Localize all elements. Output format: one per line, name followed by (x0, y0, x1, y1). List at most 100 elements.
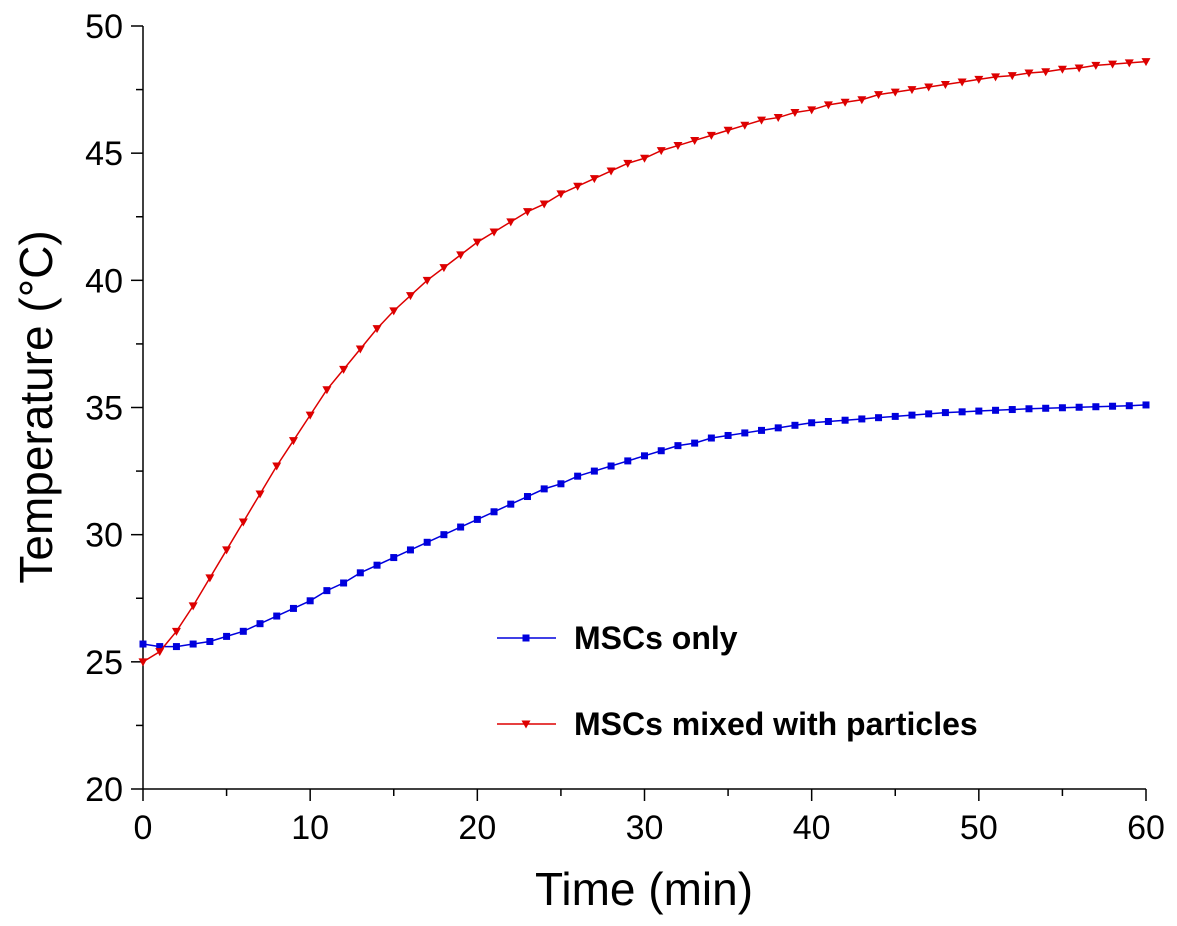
data-point (557, 480, 565, 488)
data-point (808, 419, 816, 427)
data-point (172, 643, 180, 651)
data-point (606, 167, 616, 176)
data-point (540, 485, 548, 493)
data-point (1075, 403, 1083, 411)
x-tick-label: 10 (291, 809, 329, 847)
data-point (774, 424, 782, 432)
y-tick-label: 25 (85, 644, 123, 682)
data-point (255, 490, 265, 499)
data-point (908, 411, 916, 419)
axes: 0 10 20 30 40 50 60 20 25 30 35 40 45 50 (85, 8, 1165, 847)
data-point (790, 108, 800, 117)
series-1 (138, 58, 1151, 667)
data-point (340, 579, 348, 587)
data-point (640, 154, 649, 163)
data-point (858, 415, 866, 423)
data-point (706, 131, 716, 140)
data-point (373, 561, 381, 569)
data-point (607, 462, 615, 470)
data-point (641, 452, 648, 460)
data-point (472, 238, 482, 247)
data-point (624, 457, 632, 465)
data-point (1057, 65, 1067, 74)
x-tick-label: 60 (1127, 809, 1165, 847)
data-point (422, 276, 432, 285)
data-point (222, 546, 232, 555)
data-point (273, 612, 281, 620)
data-point (657, 447, 665, 455)
data-point (289, 604, 297, 612)
data-point (390, 554, 398, 562)
data-point (457, 523, 465, 531)
data-point (1141, 58, 1151, 67)
data-point (874, 91, 884, 100)
data-point (539, 200, 549, 209)
data-point (757, 116, 767, 125)
data-point (992, 406, 1000, 414)
data-point (958, 408, 966, 416)
data-point (824, 417, 832, 425)
y-tick-label: 35 (85, 390, 123, 428)
data-point (155, 648, 165, 657)
data-point (1124, 59, 1134, 68)
series-layer (138, 58, 1151, 667)
y-tick-label: 20 (85, 771, 123, 809)
data-point (355, 345, 365, 354)
data-point (758, 426, 766, 434)
data-point (957, 78, 967, 87)
y-tick-label: 30 (85, 517, 123, 555)
data-point (389, 307, 399, 316)
series-line (142, 60, 1147, 663)
data-point (356, 569, 364, 577)
data-point (323, 587, 331, 595)
y-tick-label: 50 (85, 8, 123, 46)
data-point (206, 637, 214, 645)
data-point (223, 632, 231, 640)
data-point (473, 515, 481, 523)
data-point (288, 437, 298, 446)
data-point (439, 264, 449, 273)
data-point (891, 412, 899, 420)
data-point (171, 627, 181, 636)
data-point (907, 86, 917, 95)
data-point (740, 121, 750, 130)
data-point (1008, 406, 1016, 414)
data-point (1024, 69, 1034, 78)
data-point (322, 386, 332, 395)
data-point (773, 114, 783, 123)
data-point (707, 434, 715, 442)
data-point (156, 643, 164, 651)
data-point (406, 546, 414, 554)
data-point (188, 602, 198, 611)
y-tick-label: 45 (85, 135, 123, 173)
legend-label: MSCs mixed with particles (574, 706, 978, 742)
data-point (724, 431, 732, 439)
x-tick-label: 50 (960, 809, 998, 847)
series-0 (139, 401, 1150, 651)
data-point (1074, 64, 1084, 73)
data-point (991, 73, 1001, 82)
data-point (238, 518, 248, 527)
data-point (674, 442, 682, 450)
data-point (690, 136, 700, 145)
x-tick-label: 30 (626, 809, 664, 847)
data-point (589, 175, 599, 184)
data-point (239, 627, 247, 635)
data-point (423, 538, 431, 546)
data-point (489, 228, 499, 237)
data-point (791, 421, 799, 429)
data-point (405, 292, 415, 301)
legend-label: MSCs only (574, 620, 738, 656)
data-point (1142, 401, 1150, 409)
data-point (456, 251, 466, 260)
data-point (339, 365, 349, 374)
data-point (875, 414, 883, 422)
data-point (925, 410, 933, 418)
data-point (440, 531, 448, 539)
data-point (1007, 72, 1017, 81)
data-point (556, 190, 566, 199)
data-point (623, 159, 633, 168)
data-point (924, 83, 934, 92)
data-point (941, 409, 949, 417)
